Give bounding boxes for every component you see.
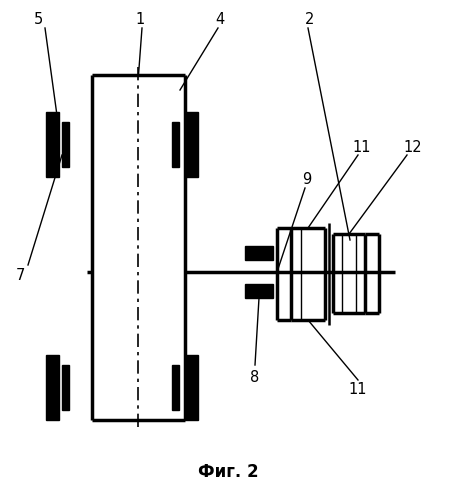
- Text: 4: 4: [215, 12, 224, 28]
- Bar: [185, 112, 197, 177]
- Bar: [46, 355, 59, 420]
- Text: 2: 2: [305, 12, 314, 28]
- Text: Фиг. 2: Фиг. 2: [197, 463, 258, 481]
- Text: 9: 9: [302, 172, 311, 188]
- Bar: [185, 355, 197, 420]
- Text: 7: 7: [15, 268, 25, 282]
- Bar: [244, 246, 273, 260]
- Bar: [46, 112, 59, 177]
- Bar: [172, 365, 179, 410]
- Bar: [62, 122, 69, 167]
- Text: 12: 12: [403, 140, 421, 156]
- Text: 11: 11: [348, 382, 366, 398]
- Text: 5: 5: [33, 12, 42, 28]
- Bar: [62, 365, 69, 410]
- Text: 1: 1: [135, 12, 144, 28]
- Bar: [172, 122, 179, 167]
- Text: 8: 8: [250, 370, 259, 386]
- Text: 11: 11: [352, 140, 370, 156]
- Bar: [244, 284, 273, 298]
